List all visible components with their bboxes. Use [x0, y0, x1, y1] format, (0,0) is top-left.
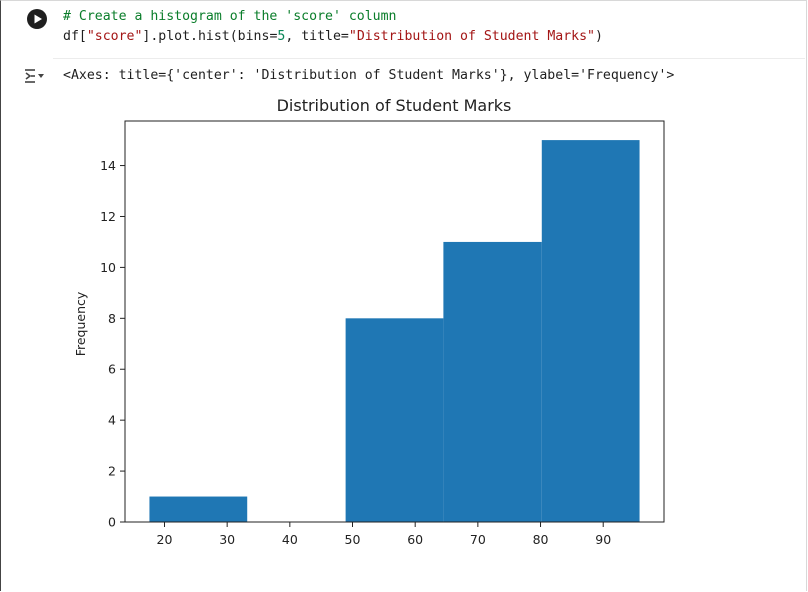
code-token: "Distribution of Student Marks"	[348, 29, 596, 44]
y-tick-label: 6	[108, 362, 116, 377]
x-tick-label: 80	[533, 532, 549, 547]
y-tick-label: 12	[100, 209, 116, 224]
histogram-bar	[541, 140, 640, 522]
x-tick-label: 40	[282, 532, 298, 547]
code-token: )	[595, 29, 603, 44]
play-icon	[34, 14, 42, 24]
y-tick-label: 10	[100, 260, 116, 275]
x-tick-label: 30	[219, 532, 235, 547]
histogram-bar	[443, 241, 542, 522]
code-token: , title=	[285, 29, 349, 44]
run-cell-button[interactable]	[27, 9, 47, 29]
histogram-bar	[345, 318, 444, 522]
code-line: # Create a histogram of the 'score' colu…	[63, 7, 603, 27]
chart-title: Distribution of Student Marks	[277, 96, 512, 115]
x-tick-label: 50	[345, 532, 361, 547]
output-collapse-icon[interactable]	[23, 67, 45, 85]
x-tick-label: 70	[470, 532, 486, 547]
code-editor[interactable]: # Create a histogram of the 'score' colu…	[63, 7, 603, 47]
y-axis-label: Frequency	[73, 291, 88, 356]
y-tick-label: 2	[108, 464, 116, 479]
code-token: df[	[63, 29, 87, 44]
output-repr: <Axes: title={'center': 'Distribution of…	[63, 68, 675, 83]
x-tick-label: 60	[407, 532, 423, 547]
code-token: 5	[277, 29, 286, 44]
x-tick-label: 20	[157, 532, 173, 547]
bars-group	[149, 140, 640, 522]
y-tick-label: 0	[108, 515, 116, 530]
plot-frame	[124, 120, 665, 523]
code-token: ].plot.hist(bins=	[142, 29, 278, 44]
output-divider	[53, 58, 805, 59]
x-tick-label: 90	[595, 532, 611, 547]
y-tick-label: 14	[100, 158, 116, 173]
ticks-group: 20 30 40 50 60 70 80 90 0 2 4 6 8 10 12 14	[100, 158, 611, 547]
code-line: df["score"].plot.hist(bins=5, title="Dis…	[63, 27, 603, 47]
code-token: # Create a histogram of the 'score' colu…	[63, 9, 397, 24]
histogram-bar	[149, 496, 248, 522]
code-token: "score"	[86, 29, 143, 44]
y-tick-label: 4	[108, 413, 116, 428]
y-tick-label: 8	[108, 311, 116, 326]
